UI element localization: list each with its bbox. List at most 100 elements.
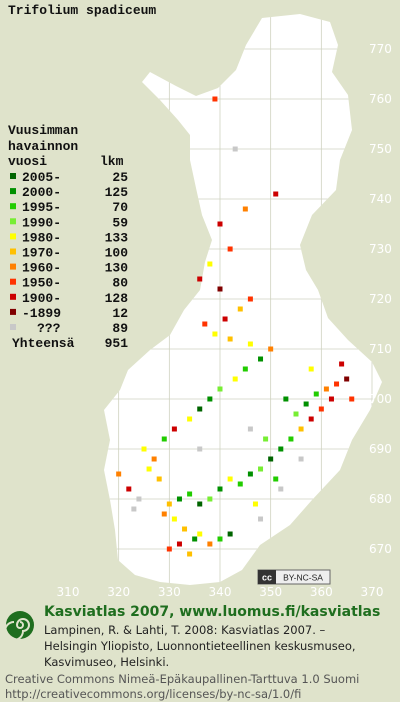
easting-label: 310 [57, 585, 80, 599]
occurrence-square [227, 531, 233, 537]
occurrence-square [308, 416, 314, 422]
occurrence-square [237, 481, 243, 487]
northing-label: 680 [369, 492, 392, 506]
logo [4, 611, 34, 641]
occurrence-square [136, 496, 142, 502]
easting-label: 340 [209, 585, 232, 599]
occurrence-square [156, 476, 162, 482]
legend-count: 59 [112, 215, 128, 230]
occurrence-square [207, 496, 213, 502]
legend-count: 25 [112, 170, 128, 185]
occurrence-square [339, 361, 345, 367]
legend-swatch [10, 324, 16, 330]
occurrence-square [131, 506, 137, 512]
legend-swatch [10, 188, 16, 195]
occurrence-square [207, 396, 213, 402]
occurrence-square [258, 516, 264, 522]
occurrence-square [126, 486, 132, 492]
occurrence-square [146, 466, 152, 472]
legend-swatch [10, 203, 16, 210]
legend-swatch [10, 308, 16, 315]
northing-label: 670 [369, 542, 392, 556]
occurrence-square [303, 401, 309, 407]
occurrence-square [202, 321, 208, 327]
occurrence-square [171, 426, 177, 432]
legend-count: 130 [105, 261, 129, 276]
occurrence-square [232, 376, 238, 382]
legend: 2005- 25 2000- 125 1995- 70 1990- 59 1980- 133 197… [10, 170, 128, 351]
badge-cc: cc [262, 573, 272, 583]
occurrence-square [166, 546, 172, 552]
occurrence-square [197, 446, 203, 452]
legend-swatch [10, 248, 16, 255]
badge-cc-box [258, 570, 276, 584]
legend-label: 1980- [22, 230, 61, 245]
legend-swatch [10, 233, 16, 240]
legend-count: 125 [105, 185, 129, 200]
occurrence-square [273, 191, 279, 197]
easting-label: 320 [107, 585, 130, 599]
occurrence-square [328, 396, 334, 402]
occurrence-square [252, 501, 258, 507]
easting-label: 330 [158, 585, 181, 599]
occurrence-square [141, 446, 147, 452]
occurrence-square [298, 426, 304, 432]
legend-count: 80 [112, 276, 128, 291]
occurrence-square [258, 466, 264, 472]
occurrence-square [298, 456, 304, 462]
occurrence-square [242, 366, 248, 372]
northing-label: 720 [369, 292, 392, 306]
total-count: 951 [105, 336, 129, 351]
northing-label: 690 [369, 442, 392, 456]
logo-disc [6, 611, 34, 639]
occurrence-square [207, 541, 213, 547]
legend-swatch [10, 173, 16, 179]
legend-count: 12 [112, 306, 128, 321]
license-badge: cc BY-NC-SA [257, 569, 331, 585]
occurrence-square [171, 516, 177, 522]
legend-label: 1990- [22, 215, 61, 230]
occurrence-square [258, 356, 264, 362]
occurrence-square [212, 96, 218, 102]
legend-label: 1970- [22, 246, 61, 261]
occurrence-square [161, 511, 167, 517]
easting-label: 360 [310, 585, 333, 599]
occurrence-square [187, 491, 193, 497]
occurrence-square [176, 541, 182, 547]
northing-label: 710 [369, 342, 392, 356]
legend-count: 70 [112, 200, 128, 215]
occurrence-square [197, 406, 203, 412]
finland-outline [104, 14, 382, 585]
legend-count: 100 [105, 246, 129, 261]
occurrence-square [222, 316, 228, 322]
citation: Helsingin Yliopisto, Luonnontieteellinen… [44, 639, 356, 653]
legend-label: 1995- [22, 200, 61, 215]
license-text: Creative Commons Nimeä-Epäkaupallinen-Ta… [5, 672, 359, 686]
occurrence-square [161, 436, 167, 442]
northing-label: 760 [369, 92, 392, 106]
legend-count: 133 [105, 230, 129, 245]
occurrence-square [323, 386, 329, 392]
occurrence-square [227, 246, 233, 252]
legend-label: 2005- [22, 170, 61, 185]
occurrence-square [166, 501, 172, 507]
occurrence-square [232, 146, 238, 152]
legend-label: 1950- [22, 276, 61, 291]
occurrence-square [217, 286, 223, 292]
occurrence-square [318, 406, 324, 412]
occurrence-square [217, 386, 223, 392]
occurrence-square [247, 296, 253, 302]
species-title: Trifolium spadiceum [8, 3, 156, 18]
occurrence-square [197, 276, 203, 282]
legend-heading: vuosi [8, 154, 47, 169]
occurrence-square [293, 411, 299, 417]
northing-label: 770 [369, 42, 392, 56]
legend-label: 1900- [22, 291, 61, 306]
occurrence-square [263, 436, 269, 442]
occurrence-square [217, 486, 223, 492]
license-url: http://creativecommons.org/licenses/by-n… [5, 687, 301, 701]
legend-swatch [10, 278, 16, 285]
northing-label: 750 [369, 142, 392, 156]
easting-label: 350 [259, 585, 282, 599]
